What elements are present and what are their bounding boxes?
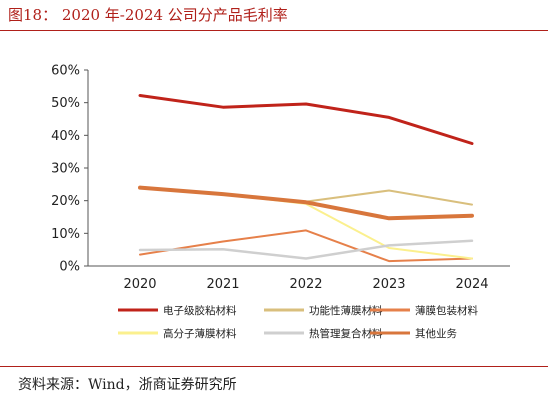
y-tick-label: 10% (51, 227, 80, 242)
legend-label: 热管理复合材料 (309, 327, 383, 340)
series-line (139, 229, 473, 263)
series-line (138, 94, 474, 145)
legend-label: 功能性薄膜材料 (309, 304, 383, 317)
y-tick-label: 0% (59, 260, 80, 275)
x-tick-label: 2024 (455, 277, 488, 292)
legend-label: 高分子薄膜材料 (163, 327, 237, 340)
source-note: 资料来源：Wind，浙商证券研究所 (18, 377, 237, 393)
y-tick-label: 60% (51, 64, 80, 79)
y-tick-label: 40% (51, 129, 80, 144)
x-tick-label: 2022 (289, 277, 322, 292)
series-line (139, 186, 473, 260)
chart-axes: 0% 10% 20% 30% 40% 50% 60% 2020 2021 2022 2023 2024 (51, 64, 510, 292)
x-tick-label: 2023 (372, 277, 405, 292)
legend-label: 其他业务 (415, 327, 457, 340)
source-divider (0, 366, 548, 367)
series-line (138, 185, 474, 221)
legend-label: 薄膜包装材料 (415, 304, 478, 317)
chart-series (138, 94, 474, 263)
x-tick-label: 2020 (123, 277, 156, 292)
title-divider (0, 30, 548, 31)
y-tick-label: 30% (51, 162, 80, 177)
legend-label: 电子级胶粘材料 (163, 304, 237, 317)
x-tick-label: 2021 (206, 277, 239, 292)
figure-title: 图18： 2020 年-2024 公司分产品毛利率 (8, 6, 288, 24)
y-tick-label: 50% (51, 96, 80, 111)
series-line (138, 239, 474, 260)
y-tick-label: 20% (51, 194, 80, 209)
line-chart: 0% 10% 20% 30% 40% 50% 60% 2020 2021 2022 2023 2024… (51, 64, 510, 340)
